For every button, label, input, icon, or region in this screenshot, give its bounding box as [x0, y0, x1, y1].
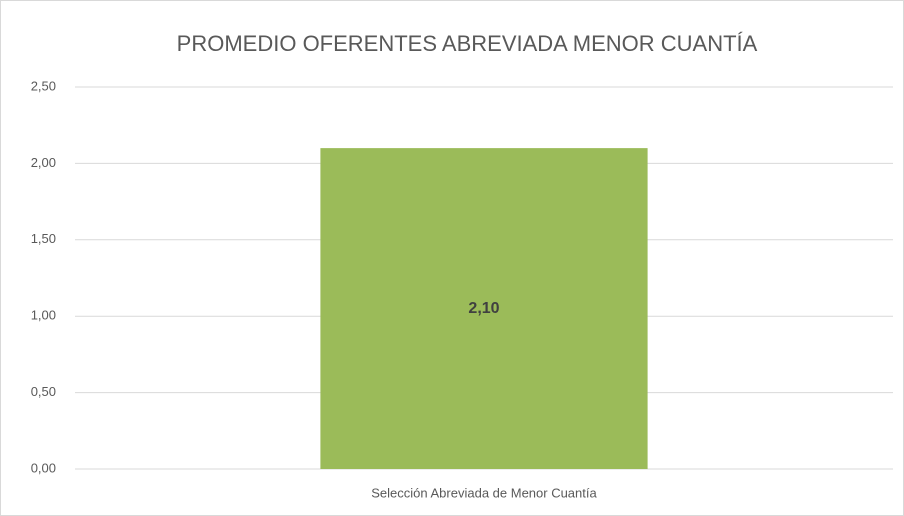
y-tick-label: 1,00 [31, 308, 56, 323]
y-tick-label: 0,50 [31, 384, 56, 399]
x-tick-label: Selección Abreviada de Menor Cuantía [371, 485, 597, 500]
data-label: 2,10 [468, 300, 499, 317]
y-tick-label: 1,50 [31, 231, 56, 246]
y-tick-label: 2,00 [31, 155, 56, 170]
y-tick-label: 0,00 [31, 460, 56, 475]
chart-title: PROMEDIO OFERENTES ABREVIADA MENOR CUANT… [177, 31, 758, 56]
bar [320, 148, 648, 469]
y-tick-label: 2,50 [31, 78, 56, 93]
